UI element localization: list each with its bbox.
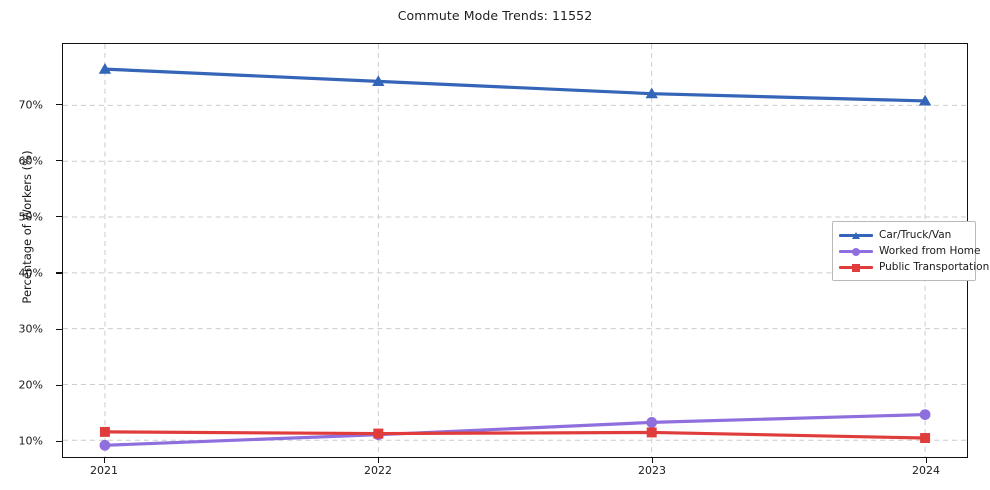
series-3 (99, 426, 931, 444)
data-point-marker (373, 428, 384, 439)
legend-label: Worked from Home (879, 245, 981, 257)
data-point-marker (98, 62, 112, 74)
data-point-marker (920, 433, 931, 444)
chart-legend[interactable]: Car/Truck/Van Worked from Home Public Tran… (832, 221, 989, 281)
y-axis-tick-mark (56, 440, 62, 442)
series-2 (99, 409, 931, 451)
data-series-layer (98, 62, 932, 451)
y-axis-tick-mark (56, 272, 62, 274)
data-point-marker (919, 409, 931, 420)
y-axis-tick-label: 60% (18, 154, 43, 168)
legend-label: Car/Truck/Van (879, 229, 952, 241)
y-axis-tick-label: 50% (18, 210, 43, 224)
y-axis-tick-label: 70% (18, 98, 43, 112)
x-axis-tick-label: 2023 (638, 464, 666, 477)
y-axis-tick-label: 30% (18, 322, 43, 336)
legend-marker-square-icon (852, 263, 860, 272)
x-axis-tick-mark (925, 458, 927, 463)
legend-marker-circle-icon (852, 247, 860, 256)
chart-title: Commute Mode Trends: 11552 (397, 8, 593, 23)
x-axis-tick-label: 2022 (364, 464, 392, 477)
series-1 (98, 62, 932, 106)
x-axis-tick-marks (62, 458, 968, 466)
data-point-marker (646, 417, 658, 428)
y-axis-tick-mark (56, 328, 62, 330)
y-axis-tick-mark (56, 384, 62, 386)
legend-item-2[interactable]: Worked from Home (839, 243, 980, 259)
legend-swatch (839, 228, 873, 242)
legend-item-1[interactable]: Car/Truck/Van (839, 227, 969, 243)
data-point-marker (99, 426, 110, 437)
series-line (103, 412, 927, 447)
x-axis-tick-mark (651, 458, 653, 463)
data-point-marker (918, 94, 932, 106)
data-point-marker (372, 75, 385, 86)
x-axis-tick-label: 2024 (912, 464, 940, 477)
x-axis-tick-mark (377, 458, 379, 463)
y-axis-tick-label: 20% (18, 378, 43, 392)
series-line (103, 430, 927, 440)
series-line (103, 67, 927, 103)
y-axis-tick-label: 40% (18, 266, 43, 280)
legend-marker-triangle-icon (852, 231, 860, 239)
legend-item-3[interactable]: Public Transportation (839, 259, 989, 275)
legend-swatch (839, 244, 873, 258)
x-axis-tick-labels: 2021 2022 2023 2024 (62, 462, 968, 482)
data-point-marker (645, 87, 658, 99)
y-axis-tick-mark (56, 104, 62, 106)
y-axis-tick-marks (0, 43, 62, 458)
y-axis-tick-mark (56, 216, 62, 218)
legend-label: Public Transportation (879, 261, 990, 273)
legend-swatch (839, 260, 873, 274)
x-axis-tick-mark (103, 458, 105, 463)
x-axis-tick-label: 2021 (90, 464, 118, 477)
data-point-marker (646, 427, 657, 438)
data-point-marker (99, 439, 111, 451)
y-axis-tick-label: 10% (18, 434, 43, 448)
y-axis-tick-labels: 10% 20% 30% 40% 50% 60% 70% (0, 43, 52, 458)
y-axis-tick-mark (56, 160, 62, 162)
